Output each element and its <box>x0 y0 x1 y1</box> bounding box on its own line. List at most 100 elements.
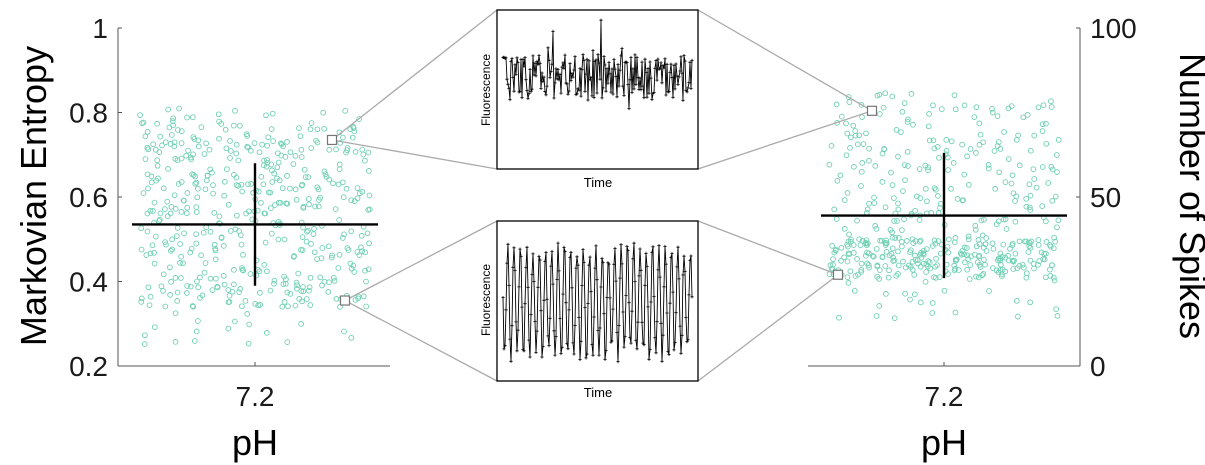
scatter-point <box>326 279 332 286</box>
scatter-point <box>996 169 1003 176</box>
scatter-point <box>245 340 252 347</box>
scatter-point <box>264 268 270 275</box>
scatter-point <box>874 273 881 280</box>
trace-marker <box>549 69 553 73</box>
trace-marker <box>586 301 590 306</box>
scatter-point <box>1053 306 1059 313</box>
scatter-point <box>317 274 324 281</box>
trace-marker <box>536 285 540 289</box>
scatter-point <box>293 279 300 286</box>
trace-marker <box>589 290 593 294</box>
scatter-point <box>933 255 939 262</box>
scatter-point <box>901 100 908 106</box>
trace-marker <box>592 95 596 100</box>
scatter-point <box>935 238 942 244</box>
scatter-point <box>140 190 147 196</box>
trace-marker <box>658 67 662 71</box>
trace-marker <box>531 252 535 256</box>
trace-marker <box>678 69 682 73</box>
scatter-point <box>895 235 902 241</box>
scatter-point <box>1031 265 1037 272</box>
scatter-point <box>858 168 865 175</box>
trace-marker <box>585 352 589 356</box>
scatter-point <box>1048 98 1054 105</box>
trace-marker <box>551 282 555 286</box>
trace-marker <box>605 296 609 300</box>
scatter-point <box>958 251 965 258</box>
scatter-point <box>877 237 883 244</box>
trace-marker <box>625 60 629 65</box>
trace-marker <box>609 90 613 94</box>
scatter-point <box>889 93 896 100</box>
trace-marker <box>552 329 556 333</box>
scatter-point <box>922 162 929 169</box>
scatter-point <box>354 185 361 191</box>
trace-marker <box>567 308 571 312</box>
scatter-point <box>967 146 974 152</box>
scatter-point <box>937 205 943 211</box>
scatter-point <box>900 188 906 194</box>
trace-marker <box>664 262 668 266</box>
scatter-point <box>187 249 194 256</box>
scatter-point <box>343 185 350 192</box>
scatter-point <box>298 321 304 327</box>
scatter-point <box>236 289 243 295</box>
trace-marker <box>562 66 566 70</box>
scatter-point <box>168 279 174 285</box>
scatter-point <box>297 133 304 140</box>
trace-marker <box>515 56 519 60</box>
scatter-point <box>193 231 199 238</box>
scatter-point <box>292 153 299 159</box>
trace-marker <box>504 308 508 312</box>
scatter-point <box>195 185 201 192</box>
scatter-point <box>1047 266 1053 273</box>
scatter-point <box>204 172 211 179</box>
scatter-point <box>883 237 890 244</box>
scatter-point <box>976 241 983 247</box>
scatter-point <box>162 303 169 310</box>
scatter-point <box>941 287 948 294</box>
trace-marker <box>688 258 692 262</box>
scatter-point <box>995 257 1001 264</box>
trace-marker <box>685 90 689 94</box>
connector-line <box>697 9 873 112</box>
trace-marker <box>677 75 681 79</box>
scatter-point <box>1031 176 1038 182</box>
scatter-point <box>843 120 849 127</box>
scatter-point <box>1048 104 1055 110</box>
trace-marker <box>599 285 603 289</box>
trace-marker <box>538 258 542 262</box>
scatter-point <box>1041 256 1048 263</box>
scatter-point <box>142 133 149 140</box>
scatter-point <box>885 274 892 281</box>
scatter-point <box>1010 190 1017 197</box>
scatter-point <box>152 233 159 240</box>
trace-marker <box>534 74 538 78</box>
scatter-point <box>886 252 893 259</box>
scatter-point <box>887 226 894 233</box>
connector-line <box>697 110 873 170</box>
trace-marker <box>608 296 612 300</box>
scatter-point <box>200 229 207 236</box>
trace-marker <box>568 62 572 66</box>
trace-marker <box>662 66 666 70</box>
trace-marker <box>633 53 637 57</box>
scatter-point <box>235 157 242 164</box>
scatter-point <box>889 182 896 188</box>
trace-marker <box>636 320 640 324</box>
scatter-point <box>176 105 182 112</box>
scatter-point <box>888 169 894 176</box>
trace-marker <box>656 268 660 272</box>
trace-marker <box>508 337 512 341</box>
scatter-point <box>139 120 145 126</box>
scatter-point <box>284 289 291 296</box>
trace-marker <box>527 338 531 342</box>
scatter-point <box>359 248 365 255</box>
trace-marker <box>603 357 607 361</box>
trace-marker <box>639 88 643 92</box>
trace-marker <box>573 323 577 328</box>
trace-marker <box>526 285 530 289</box>
scatter-point <box>923 261 930 268</box>
right-axes <box>808 27 1081 367</box>
scatter-point <box>889 234 896 241</box>
